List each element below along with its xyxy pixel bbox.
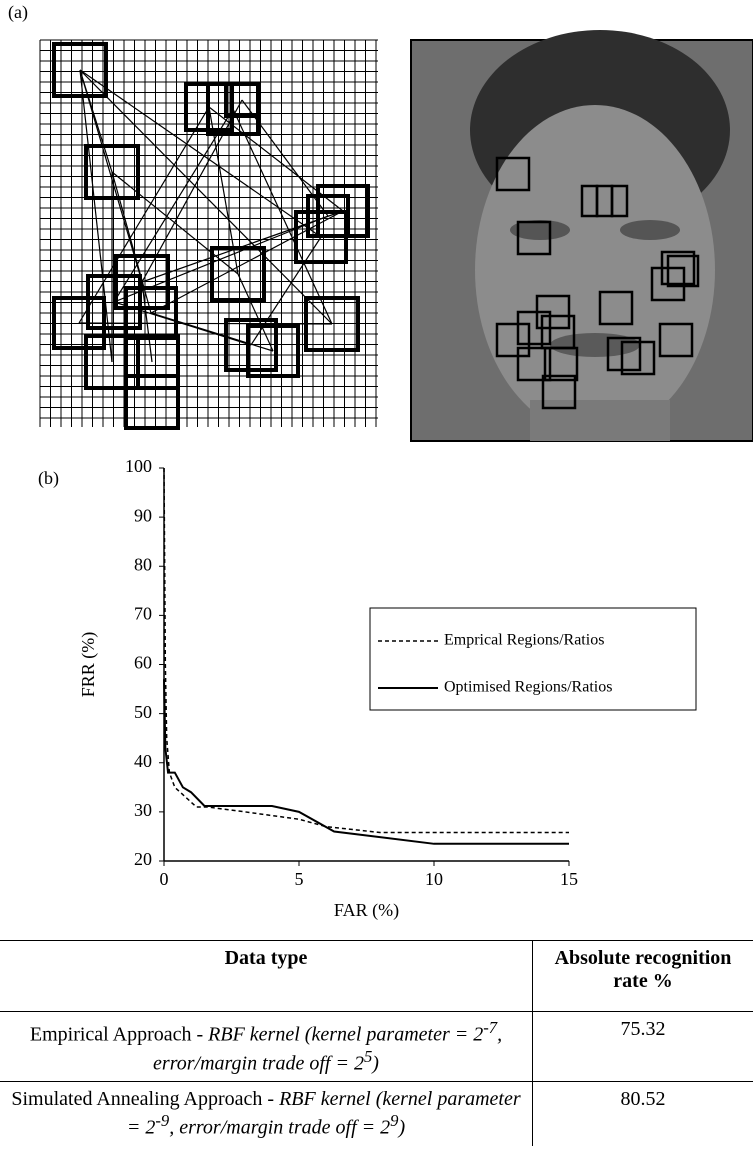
y-tick-label: 40 <box>134 751 152 771</box>
header-cell: Data type <box>0 941 533 1012</box>
cell-text: Empirical Approach - <box>30 1024 208 1046</box>
x-tick-label: 0 <box>160 869 169 889</box>
x-tick-label: 10 <box>425 869 443 889</box>
panel-label: (a) <box>8 2 28 23</box>
cell-text: Simulated Annealing Approach - <box>11 1088 279 1110</box>
y-tick-label: 90 <box>134 505 152 525</box>
y-tick-label: 60 <box>134 653 152 673</box>
cell-text: ) <box>398 1117 405 1139</box>
y-tick-label: 50 <box>134 702 152 722</box>
cell-text: -9 <box>155 1111 169 1130</box>
cell-text: -7 <box>483 1018 497 1037</box>
cell-text: RBF kernel (kernel parameter = 2 <box>208 1024 483 1046</box>
legend-label: Emprical Regions/Ratios <box>444 632 604 649</box>
rate-cell: 75.32 <box>533 1012 753 1082</box>
data-type-cell: Empirical Approach - RBF kernel (kernel … <box>0 1012 533 1082</box>
region-arrow <box>80 70 321 237</box>
region-arrow <box>79 107 209 323</box>
cell-text: ) <box>372 1052 379 1074</box>
face-image <box>411 30 753 441</box>
rate-cell: 80.52 <box>533 1082 753 1147</box>
y-tick-label: 80 <box>134 554 152 574</box>
table-row: Empirical Approach - RBF kernel (kernel … <box>0 1012 753 1082</box>
y-tick-label: 30 <box>134 800 152 820</box>
figure: (a) (b) 20 30 40 50 60 70 80 90 100 0 5 10 15 FAR (%)… <box>0 0 753 940</box>
y-tick-label: 20 <box>134 849 152 869</box>
cell-text: , error/margin trade off = 2 <box>169 1117 390 1139</box>
header-cell: Absolute recognition rate % <box>533 941 753 1012</box>
region-grid <box>40 40 378 428</box>
x-tick-label: 5 <box>295 869 304 889</box>
panel-label: (b) <box>38 468 59 489</box>
legend-label: Optimised Regions/Ratios <box>444 679 612 696</box>
page: (a) (b) 20 30 40 50 60 70 80 90 100 0 5 10 15 FAR (%)… <box>0 0 753 1150</box>
x-tick-label: 15 <box>560 869 578 889</box>
table-row: Simulated Annealing Approach - RBF kerne… <box>0 1082 753 1147</box>
region-arrow <box>142 282 152 362</box>
chart: 20 30 40 50 60 70 80 90 100 0 5 10 15 FAR (%) FRR (%) E… <box>78 456 696 921</box>
region-box <box>126 376 178 428</box>
region-arrow <box>242 100 328 216</box>
y-tick-label: 70 <box>134 604 152 624</box>
data-type-cell: Simulated Annealing Approach - RBF kerne… <box>0 1082 533 1147</box>
y-tick-label: 100 <box>125 456 152 476</box>
x-axis-label: FAR (%) <box>334 900 399 921</box>
y-axis-label: FRR (%) <box>78 632 99 698</box>
region-arrow <box>142 100 242 282</box>
